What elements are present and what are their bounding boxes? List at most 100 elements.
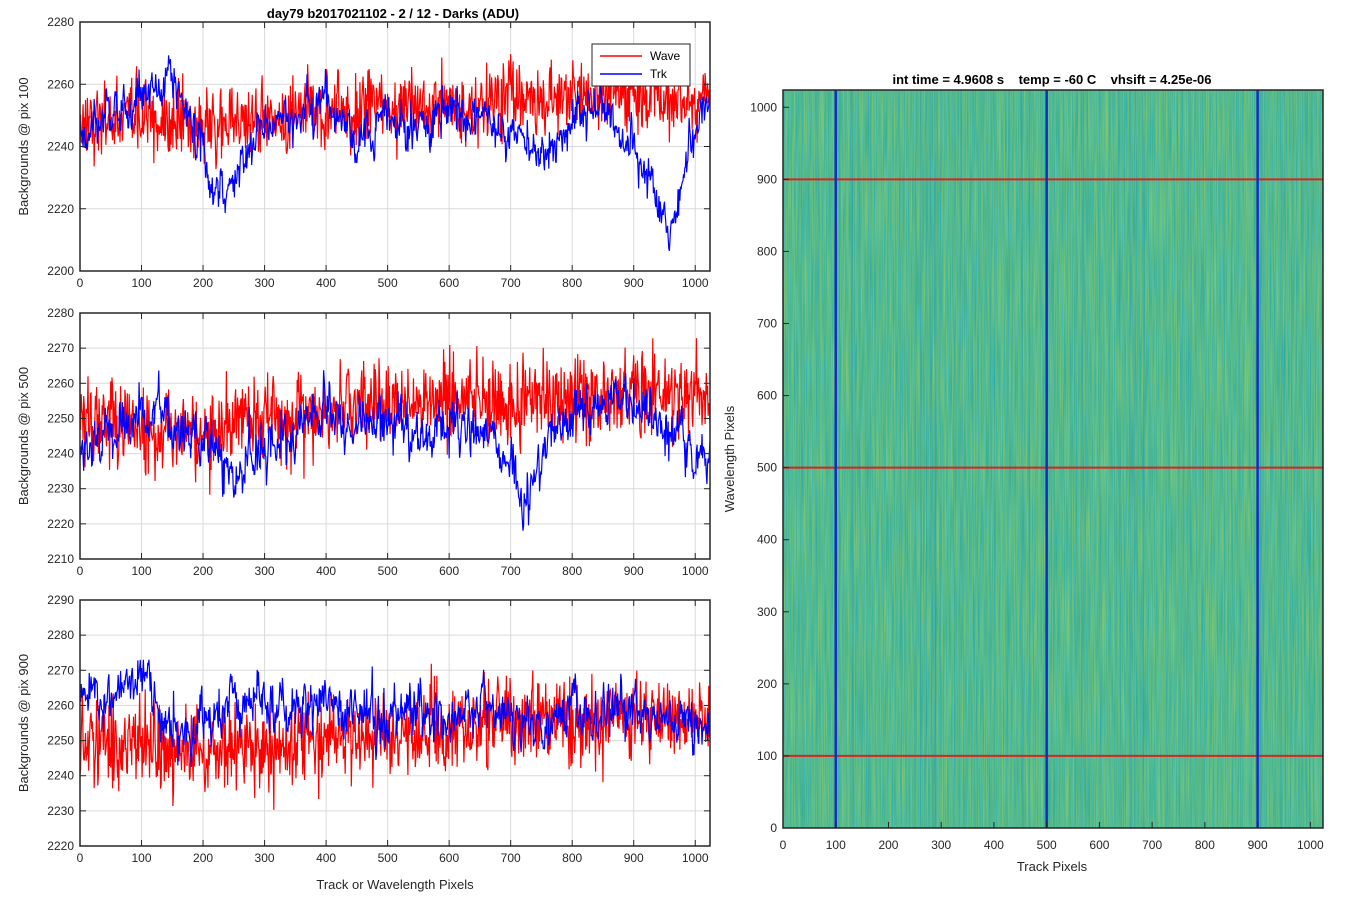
heatmap-streak <box>818 89 821 829</box>
y-tick-label: 2260 <box>47 376 74 390</box>
heatmap-streak <box>1080 89 1084 829</box>
heatmap-streak <box>1024 89 1028 829</box>
heatmap-streak <box>959 89 962 829</box>
heatmap-streak <box>1207 89 1210 829</box>
heatmap-streak <box>1224 89 1228 829</box>
heatmap-streak <box>840 89 844 829</box>
heatmap-streak <box>1031 89 1036 829</box>
heatmap-streak <box>1230 89 1233 829</box>
heatmap-streak <box>1069 89 1073 829</box>
heatmap-streak <box>1084 89 1089 829</box>
y-tick-label: 2260 <box>47 698 74 712</box>
heatmap-streak <box>1309 89 1313 829</box>
heatmap-streak <box>1151 89 1153 829</box>
heatmap-streak <box>1079 89 1082 829</box>
heatmap-streak <box>838 89 841 829</box>
heatmap-streak <box>1030 89 1033 829</box>
heatmap-streak <box>916 89 920 829</box>
y-tick-label: 2280 <box>47 628 74 642</box>
x-tick-label: 300 <box>931 838 951 852</box>
heatmap-streak <box>935 89 939 829</box>
heatmap-streak <box>1319 89 1322 829</box>
heatmap-streak <box>1200 89 1204 829</box>
y-tick-label: 2280 <box>47 15 74 29</box>
heatmap-streak <box>863 89 866 829</box>
heatmap-streak <box>1191 89 1194 829</box>
heatmap-streak <box>1266 89 1269 829</box>
heatmap-streak <box>1141 89 1146 829</box>
x-tick-label: 900 <box>624 564 644 578</box>
heatmap-streak <box>1115 89 1119 829</box>
heatmap-streak <box>1112 89 1115 829</box>
y-tick-label: 0 <box>770 821 777 835</box>
x-tick-label: 400 <box>316 851 336 865</box>
x-tick-label: 100 <box>132 276 152 290</box>
x-tick-label: 400 <box>316 276 336 290</box>
heatmap-streak <box>1175 89 1179 829</box>
x-tick-label: 100 <box>826 838 846 852</box>
heatmap-streak <box>898 89 903 829</box>
y-tick-label: 2260 <box>47 77 74 91</box>
x-tick-label: 600 <box>439 564 459 578</box>
x-tick-label: 1000 <box>682 564 709 578</box>
heatmap-streak <box>837 89 841 829</box>
y-tick-label: 200 <box>757 677 777 691</box>
heatmap-streak <box>1142 89 1146 829</box>
heatmap-streak <box>1129 89 1131 829</box>
y-tick-label: 2240 <box>47 447 74 461</box>
x-tick-label: 800 <box>562 276 582 290</box>
heatmap-streak <box>961 89 966 829</box>
heatmap-streak <box>819 89 824 829</box>
y-axis-label: Backgrounds @ pix 900 <box>16 654 31 792</box>
heatmap-streak <box>1159 89 1164 829</box>
legend-label-wave: Wave <box>650 49 681 63</box>
series-group <box>80 659 710 810</box>
x-tick-label: 600 <box>439 276 459 290</box>
heatmap-streak <box>1283 89 1287 829</box>
heatmap-streak <box>813 89 816 829</box>
heatmap-streak <box>919 89 922 829</box>
heatmap-streak <box>1201 89 1204 829</box>
heatmap-streak <box>1164 89 1168 829</box>
x-tick-label: 1000 <box>682 851 709 865</box>
heatmap-streak <box>1247 89 1250 829</box>
heatmap-streak <box>1059 89 1062 829</box>
heatmap-streak <box>1012 89 1017 829</box>
heatmap-streak <box>1315 89 1319 829</box>
series-line-wave <box>80 663 710 810</box>
y-tick-label: 2220 <box>47 517 74 531</box>
x-tick-label: 600 <box>439 851 459 865</box>
y-tick-label: 2200 <box>47 264 74 278</box>
heatmap-streak <box>1245 89 1248 829</box>
heatmap-streak <box>1011 89 1015 829</box>
heatmap-texture-blue <box>783 90 1323 828</box>
plot-area <box>80 600 710 846</box>
x-tick-label: 400 <box>984 838 1004 852</box>
heatmap-streak <box>999 89 1004 829</box>
heatmap-streak <box>1250 89 1255 829</box>
x-tick-label: 500 <box>1037 838 1057 852</box>
panel-pix-500: 0 100 200 300 400 500 600 700 800 900 1000 2210 2220… <box>16 306 711 578</box>
x-tick-label: 1000 <box>1297 838 1324 852</box>
heatmap-streak <box>1030 89 1035 829</box>
heatmap-streak <box>925 89 928 829</box>
heatmap-streak <box>1195 89 1199 829</box>
heatmap-streak <box>1197 89 1200 829</box>
x-tick-label: 700 <box>501 276 521 290</box>
y-tick-label: 700 <box>757 317 777 331</box>
heatmap-streak <box>902 89 907 829</box>
right-x-axis-label: Track Pixels <box>1017 859 1088 874</box>
heatmap-streak <box>859 89 863 829</box>
heatmap-streak <box>849 89 854 829</box>
heatmap-streak <box>1237 89 1242 829</box>
series-group <box>80 50 710 251</box>
heatmap-streak <box>1051 89 1055 829</box>
heatmap-streak <box>1213 89 1217 829</box>
heatmap-streak <box>1095 89 1099 829</box>
heatmap-streak <box>1001 89 1006 829</box>
heatmap-streak <box>1258 89 1262 829</box>
x-tick-label: 700 <box>501 564 521 578</box>
x-tick-label: 500 <box>378 276 398 290</box>
heatmap-streak <box>1023 89 1027 829</box>
